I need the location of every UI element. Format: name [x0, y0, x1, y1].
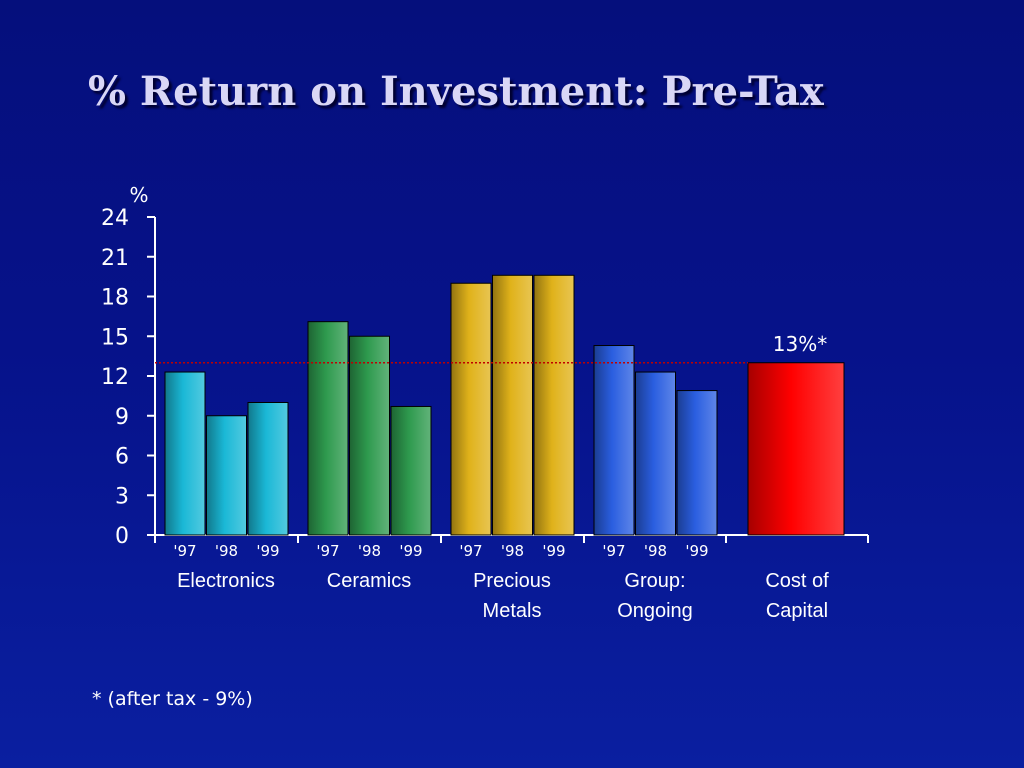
bar-ceramics-2 — [349, 335, 390, 536]
y-tick-label: 6 — [115, 445, 129, 470]
x-category-label: Electronics — [177, 570, 275, 592]
slide-title: % Return on Investment: Pre-Tax — [88, 68, 824, 115]
bar-group-ongoing-2 — [635, 371, 676, 536]
y-tick-label: 24 — [101, 206, 129, 231]
y-tick-label: 3 — [115, 484, 129, 509]
bar-electronics-2 — [206, 415, 247, 536]
bar-group-ongoing-1 — [593, 345, 635, 536]
x-year-label: '97 — [459, 542, 482, 560]
x-year-label: '98 — [501, 542, 524, 560]
x-year-label: '97 — [602, 542, 625, 560]
bar-precious-metals-2 — [492, 274, 533, 536]
x-year-label: '99 — [542, 542, 565, 560]
bar-precious-metals-3 — [533, 274, 575, 536]
x-category-label: Ongoing — [617, 600, 693, 622]
bar-ceramics-3 — [390, 405, 432, 536]
x-year-label: '98 — [215, 542, 238, 560]
x-year-label: '98 — [358, 542, 381, 560]
y-tick-label: 0 — [115, 524, 129, 549]
bar-cost-of-capital — [747, 362, 845, 536]
x-category-label: Cost of — [765, 570, 829, 592]
reference-line-label: 13%* — [773, 332, 827, 356]
y-tick-label: 9 — [115, 405, 129, 430]
bar-electronics-1 — [164, 371, 206, 536]
x-year-label: '98 — [644, 542, 667, 560]
x-category-label: Capital — [766, 600, 828, 622]
y-axis-label: % — [129, 183, 148, 207]
y-tick-label: 15 — [101, 325, 129, 350]
y-tick-label: 18 — [101, 286, 129, 311]
x-category-label: Precious — [473, 570, 551, 592]
x-category-label: Ceramics — [327, 570, 411, 592]
x-year-label: '97 — [316, 542, 339, 560]
x-category-label: Metals — [483, 600, 542, 622]
bar-electronics-3 — [247, 402, 289, 536]
footnote: * (after tax - 9%) — [92, 688, 253, 710]
bar-precious-metals-1 — [450, 282, 492, 536]
x-year-label: '99 — [256, 542, 279, 560]
bar-group-ongoing-3 — [676, 390, 718, 536]
y-tick-label: 12 — [101, 365, 129, 390]
x-year-label: '99 — [685, 542, 708, 560]
y-tick-label: 21 — [101, 246, 129, 271]
x-year-label: '99 — [399, 542, 422, 560]
x-year-label: '97 — [173, 542, 196, 560]
x-category-label: Group: — [624, 570, 685, 592]
bar-ceramics-1 — [307, 321, 349, 536]
